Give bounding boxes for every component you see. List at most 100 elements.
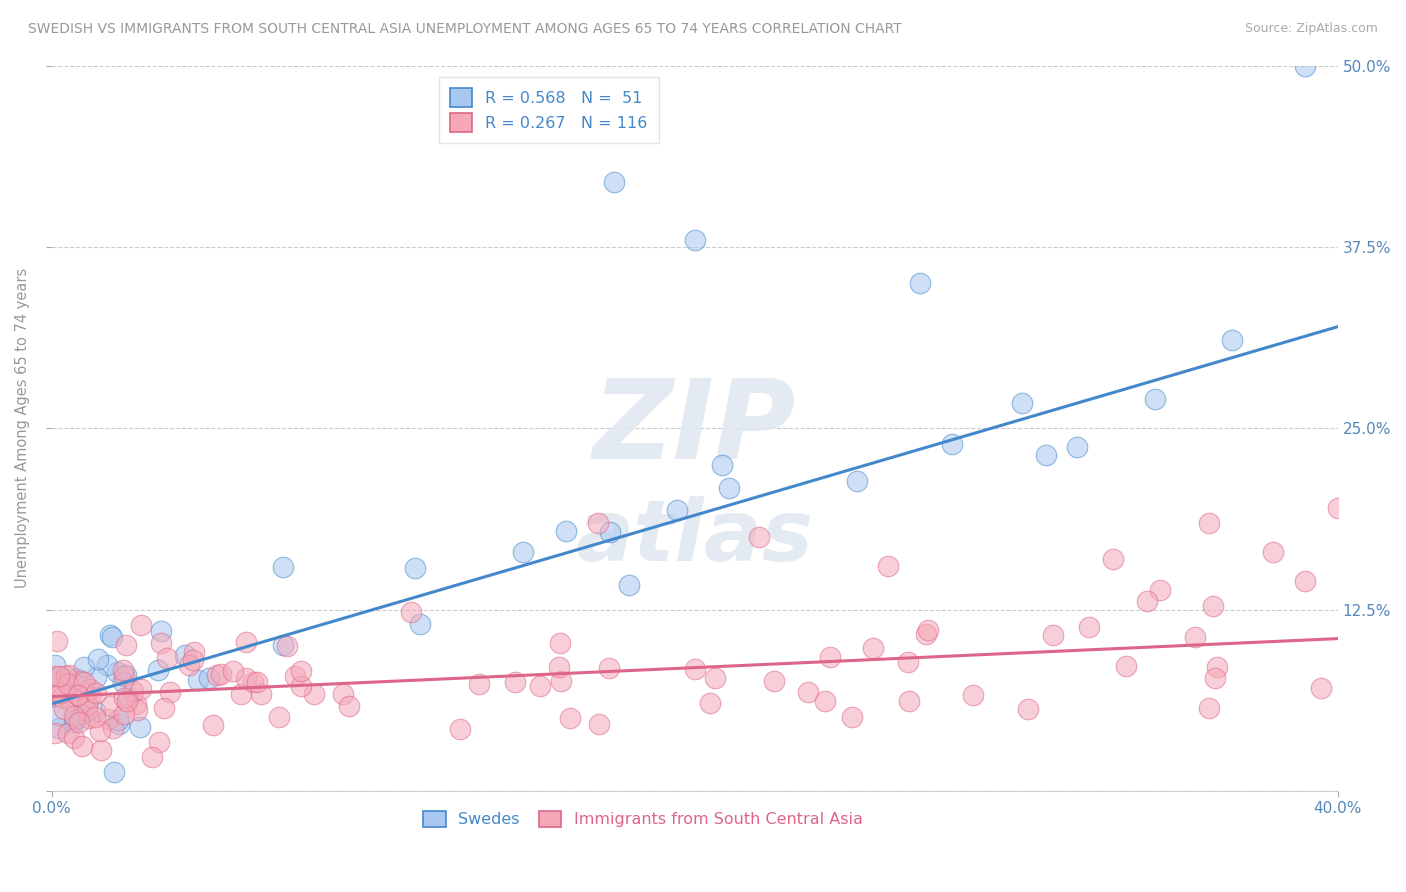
Point	[55, 669, 77, 683]
Point	[107, 713, 129, 727]
Point	[862, 640, 884, 655]
Point	[115, 638, 138, 652]
Point	[235, 635, 257, 649]
Point	[70, 706, 93, 721]
Point	[44, 658, 66, 673]
Point	[48, 669, 70, 683]
Point	[897, 694, 920, 708]
Point	[908, 276, 931, 290]
Point	[560, 711, 582, 725]
Point	[290, 679, 312, 693]
Point	[1066, 440, 1088, 454]
Point	[107, 717, 129, 731]
Point	[117, 691, 139, 706]
Point	[1144, 392, 1167, 407]
Point	[112, 707, 135, 722]
Point	[58, 677, 80, 691]
Text: ZIP: ZIP	[593, 375, 796, 482]
Point	[115, 667, 138, 681]
Point	[1220, 333, 1243, 347]
Point	[290, 664, 312, 678]
Point	[90, 743, 112, 757]
Point	[841, 710, 863, 724]
Point	[62, 714, 84, 729]
Point	[1101, 551, 1123, 566]
Point	[271, 559, 294, 574]
Point	[588, 717, 610, 731]
Point	[84, 704, 107, 718]
Point	[1011, 396, 1033, 410]
Point	[1198, 701, 1220, 715]
Point	[598, 661, 620, 675]
Point	[1115, 659, 1137, 673]
Point	[129, 682, 152, 697]
Point	[76, 705, 98, 719]
Point	[197, 671, 219, 685]
Point	[548, 659, 571, 673]
Point	[159, 684, 181, 698]
Point	[48, 722, 70, 736]
Point	[205, 667, 228, 681]
Point	[125, 697, 148, 711]
Point	[1017, 702, 1039, 716]
Point	[46, 634, 69, 648]
Point	[401, 605, 423, 619]
Text: Source: ZipAtlas.com: Source: ZipAtlas.com	[1244, 22, 1378, 36]
Point	[876, 559, 898, 574]
Point	[111, 674, 134, 689]
Y-axis label: Unemployment Among Ages 65 to 74 years: Unemployment Among Ages 65 to 74 years	[15, 268, 30, 589]
Point	[503, 675, 526, 690]
Point	[67, 714, 90, 729]
Point	[56, 725, 79, 739]
Point	[129, 618, 152, 632]
Point	[222, 664, 245, 678]
Point	[820, 650, 842, 665]
Point	[599, 525, 621, 540]
Legend: Swedes, Immigrants from South Central Asia: Swedes, Immigrants from South Central As…	[415, 803, 872, 835]
Point	[512, 545, 534, 559]
Point	[710, 458, 733, 473]
Point	[845, 475, 868, 489]
Point	[174, 648, 197, 663]
Point	[1309, 681, 1331, 695]
Point	[186, 673, 208, 687]
Point	[48, 669, 70, 683]
Point	[1263, 544, 1285, 558]
Point	[202, 718, 225, 732]
Point	[748, 530, 770, 544]
Point	[717, 481, 740, 495]
Point	[66, 672, 89, 686]
Point	[101, 630, 124, 644]
Point	[112, 668, 135, 682]
Point	[63, 731, 86, 746]
Point	[150, 624, 173, 639]
Point	[148, 664, 170, 678]
Point	[115, 693, 138, 707]
Point	[112, 663, 135, 677]
Point	[529, 679, 551, 693]
Point	[141, 750, 163, 764]
Point	[53, 673, 76, 687]
Point	[332, 687, 354, 701]
Point	[1035, 448, 1057, 462]
Point	[242, 675, 264, 690]
Point	[183, 645, 205, 659]
Point	[129, 721, 152, 735]
Point	[246, 674, 269, 689]
Point	[49, 686, 72, 700]
Point	[79, 690, 101, 704]
Point	[96, 712, 118, 726]
Point	[1042, 628, 1064, 642]
Point	[1295, 59, 1317, 73]
Point	[1149, 582, 1171, 597]
Point	[44, 669, 66, 683]
Point	[704, 671, 727, 685]
Point	[763, 674, 786, 689]
Point	[103, 765, 125, 780]
Point	[276, 639, 298, 653]
Point	[699, 696, 721, 710]
Point	[1205, 659, 1227, 673]
Point	[181, 653, 204, 667]
Point	[70, 739, 93, 753]
Point	[100, 698, 122, 713]
